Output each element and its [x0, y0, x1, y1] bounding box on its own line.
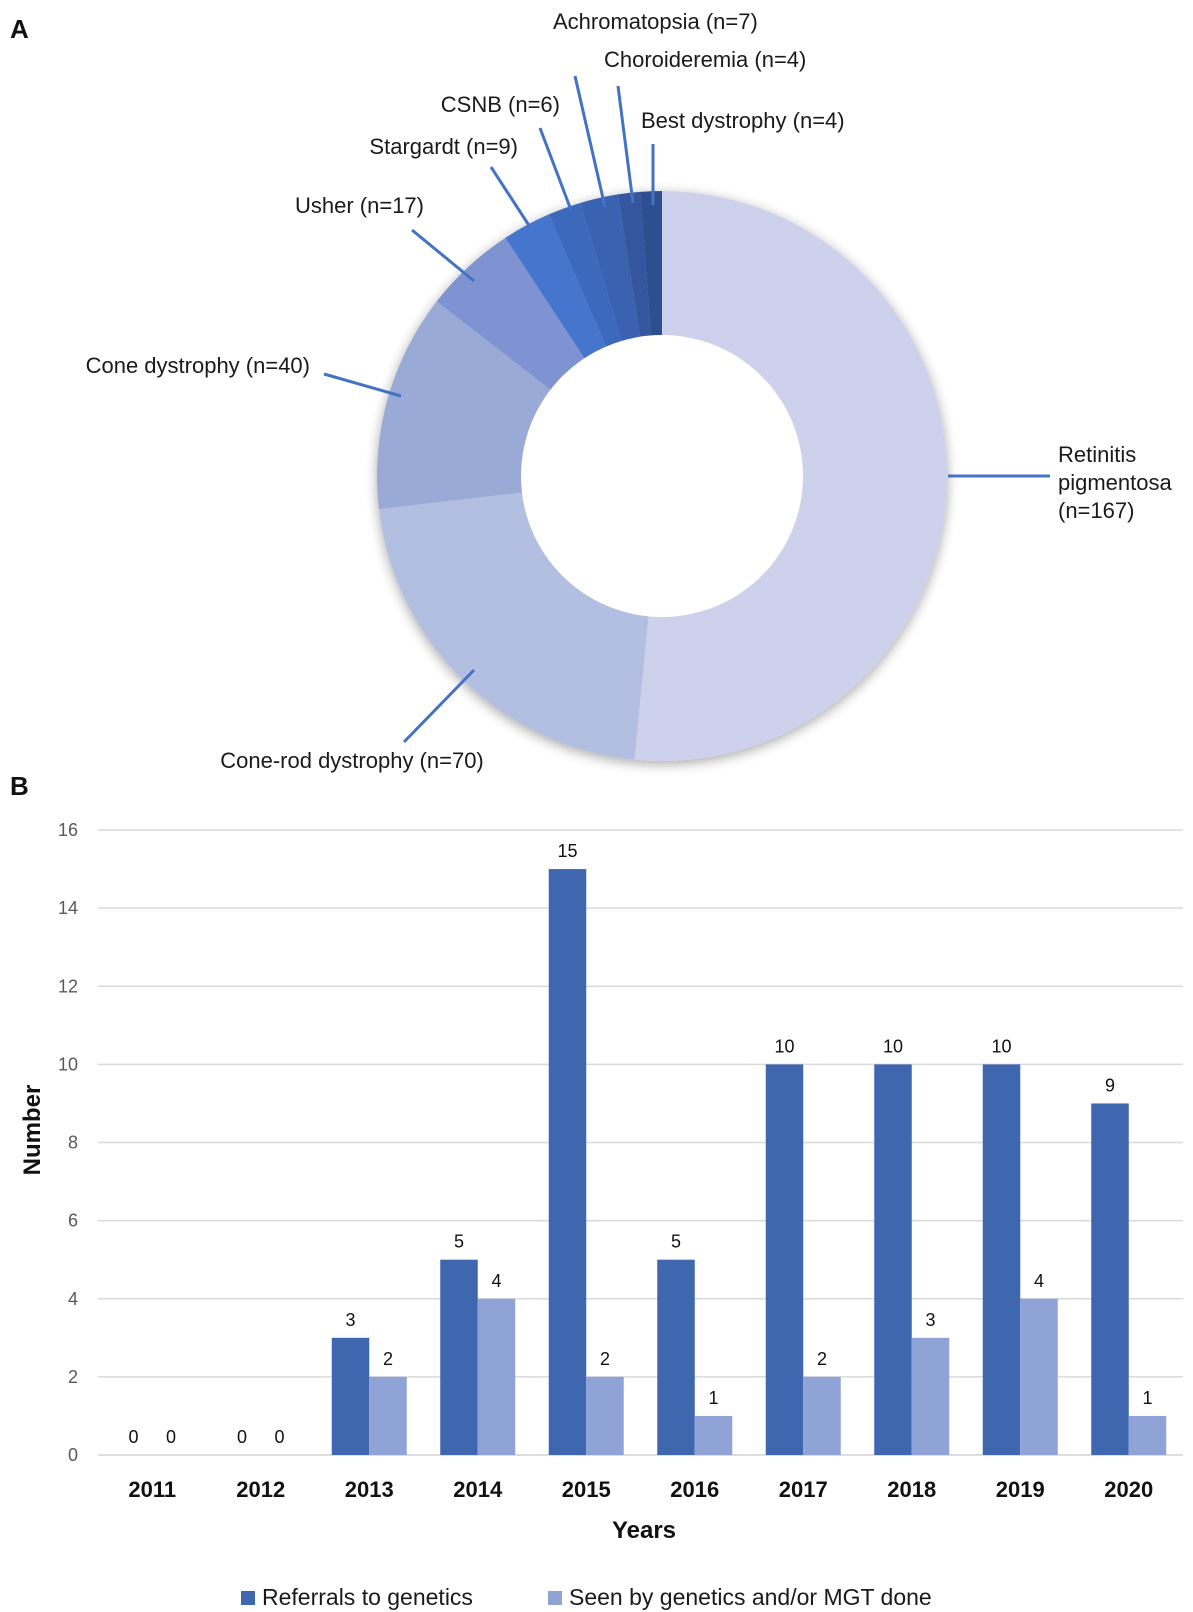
bar-seen-by-genetics-and-or-mgt-done-2013 [369, 1376, 407, 1456]
data-label-seen-by-genetics-and-or-mgt-done-2016: 1 [708, 1388, 718, 1408]
donut-labels: Retinitis pigmentosa (n=167) Cone-rod dystr… [86, 9, 1173, 773]
data-label-seen-by-genetics-and-or-mgt-done-2017: 2 [817, 1349, 827, 1369]
slice-label-best-dystrophy: Best dystrophy (n=4) [641, 108, 845, 133]
slice-label-csnb: CSNB (n=6) [441, 92, 560, 117]
x-tick-label-2017: 2017 [779, 1477, 828, 1502]
leader-line-csnb [538, 127, 573, 211]
panel-letter-b: B [10, 771, 29, 801]
donut-chart: Retinitis pigmentosa (n=167) Cone-rod dystr… [86, 9, 1173, 773]
data-label-referrals-to-genetics-2017: 10 [774, 1036, 794, 1056]
data-label-seen-by-genetics-and-or-mgt-done-2013: 2 [383, 1349, 393, 1369]
data-label-referrals-to-genetics-2012: 0 [237, 1427, 247, 1447]
data-label-seen-by-genetics-and-or-mgt-done-2018: 3 [925, 1310, 935, 1330]
x-tick-label-2020: 2020 [1104, 1477, 1153, 1502]
bar-referrals-to-genetics-2013 [331, 1337, 370, 1455]
data-label-seen-by-genetics-and-or-mgt-done-2011: 0 [166, 1427, 176, 1447]
x-axis-title: Years [612, 1517, 676, 1544]
bar-referrals-to-genetics-2016 [657, 1259, 695, 1455]
data-labels: 0 0 0 0 3 2 5 4 15 2 5 1 10 2 10 3 10 4 9 1 [128, 841, 1152, 1447]
data-label-referrals-to-genetics-2013: 3 [345, 1310, 355, 1330]
leader-line-choroideremia [616, 85, 635, 204]
legend-swatch-seen-by-genetics-and-or-mgt-done [548, 1591, 562, 1605]
data-label-seen-by-genetics-and-or-mgt-done-2014: 4 [491, 1271, 501, 1291]
slice-label-cone-rod-dystrophy: Cone-rod dystrophy (n=70) [220, 748, 484, 773]
y-axis-title: Number [19, 1085, 46, 1176]
bar-referrals-to-genetics-2014 [440, 1259, 478, 1455]
bar-chart: 0 2 4 6 8 10 12 14 16 0 0 0 0 3 2 5 4 15 2 5 1 10 2 10 3 10 4 9 1 2… [19, 820, 1183, 1610]
leader-line-usher [411, 228, 475, 283]
donut-hole [521, 335, 803, 617]
y-tick-label: 14 [58, 898, 78, 918]
data-label-seen-by-genetics-and-or-mgt-done-2019: 4 [1034, 1271, 1044, 1291]
y-tick-label: 8 [68, 1133, 78, 1153]
legend-label-seen-by-genetics-and-or-mgt-done: Seen by genetics and/or MGT done [569, 1584, 932, 1610]
leader-line-stargardt [489, 166, 532, 228]
bar-seen-by-genetics-and-or-mgt-done-2020 [1128, 1415, 1167, 1455]
y-tick-label: 0 [68, 1445, 78, 1465]
bar-referrals-to-genetics-2018 [874, 1064, 912, 1456]
bar-seen-by-genetics-and-or-mgt-done-2016 [694, 1415, 733, 1455]
bar-referrals-to-genetics-2017 [765, 1064, 804, 1456]
x-tick-labels: 2011 2012 2013 2014 2015 2016 2017 2018 2019 2020 [128, 1477, 1153, 1502]
y-tick-label: 16 [58, 820, 78, 840]
x-tick-label-2016: 2016 [670, 1477, 719, 1502]
slice-label-cone-dystrophy: Cone dystrophy (n=40) [86, 353, 310, 378]
x-tick-label-2018: 2018 [887, 1477, 936, 1502]
data-label-referrals-to-genetics-2019: 10 [991, 1036, 1011, 1056]
data-label-seen-by-genetics-and-or-mgt-done-2015: 2 [600, 1349, 610, 1369]
y-tick-label: 6 [68, 1211, 78, 1231]
bar-seen-by-genetics-and-or-mgt-done-2014 [477, 1298, 516, 1455]
bar-referrals-to-genetics-2019 [982, 1064, 1021, 1456]
bar-seen-by-genetics-and-or-mgt-done-2019 [1020, 1298, 1058, 1455]
data-label-referrals-to-genetics-2015: 15 [557, 841, 577, 861]
legend: Referrals to genetics Seen by genetics an… [241, 1584, 932, 1610]
x-tick-label-2015: 2015 [562, 1477, 611, 1502]
y-tick-label: 4 [68, 1289, 78, 1309]
bar-seen-by-genetics-and-or-mgt-done-2015 [586, 1376, 624, 1456]
slice-label-stargardt: Stargardt (n=9) [369, 134, 518, 159]
bar-referrals-to-genetics-2020 [1091, 1103, 1129, 1455]
x-tick-label-2012: 2012 [236, 1477, 285, 1502]
leader-line-achromatopsia [573, 75, 607, 208]
data-label-referrals-to-genetics-2011: 0 [128, 1427, 138, 1447]
y-tick-labels: 0 2 4 6 8 10 12 14 16 [58, 820, 78, 1465]
data-label-referrals-to-genetics-2016: 5 [671, 1232, 681, 1252]
data-label-seen-by-genetics-and-or-mgt-done-2012: 0 [274, 1427, 284, 1447]
y-tick-label: 12 [58, 976, 78, 996]
bar-seen-by-genetics-and-or-mgt-done-2018 [911, 1337, 950, 1455]
x-tick-label-2014: 2014 [453, 1477, 503, 1502]
x-tick-label-2013: 2013 [345, 1477, 394, 1502]
legend-label-referrals-to-genetics: Referrals to genetics [262, 1584, 473, 1610]
bar-seen-by-genetics-and-or-mgt-done-2017 [803, 1376, 841, 1456]
x-tick-label-2011: 2011 [128, 1477, 176, 1502]
bar-referrals-to-genetics-2015 [548, 869, 587, 1455]
bars [331, 869, 1167, 1456]
donut-leader-lines [323, 75, 1050, 744]
x-tick-label-2019: 2019 [996, 1477, 1045, 1502]
data-label-referrals-to-genetics-2018: 10 [883, 1036, 903, 1056]
y-tick-label: 2 [68, 1367, 78, 1387]
slice-label-choroideremia: Choroideremia (n=4) [604, 47, 806, 72]
legend-swatch-referrals-to-genetics [241, 1591, 255, 1605]
data-label-referrals-to-genetics-2020: 9 [1105, 1075, 1115, 1095]
panel-letter-a: A [10, 14, 29, 44]
slice-label-achromatopsia: Achromatopsia (n=7) [553, 9, 758, 34]
slice-label-usher: Usher (n=17) [295, 193, 424, 218]
leader-line-cone-rod-dystrophy [402, 668, 476, 744]
slice-label-retinitis-pigmentosa: Retinitis pigmentosa (n=167) [1058, 442, 1173, 523]
leader-line-cone-dystrophy [323, 372, 402, 398]
y-tick-label: 10 [58, 1054, 78, 1074]
data-label-seen-by-genetics-and-or-mgt-done-2020: 1 [1142, 1388, 1152, 1408]
data-label-referrals-to-genetics-2014: 5 [454, 1232, 464, 1252]
